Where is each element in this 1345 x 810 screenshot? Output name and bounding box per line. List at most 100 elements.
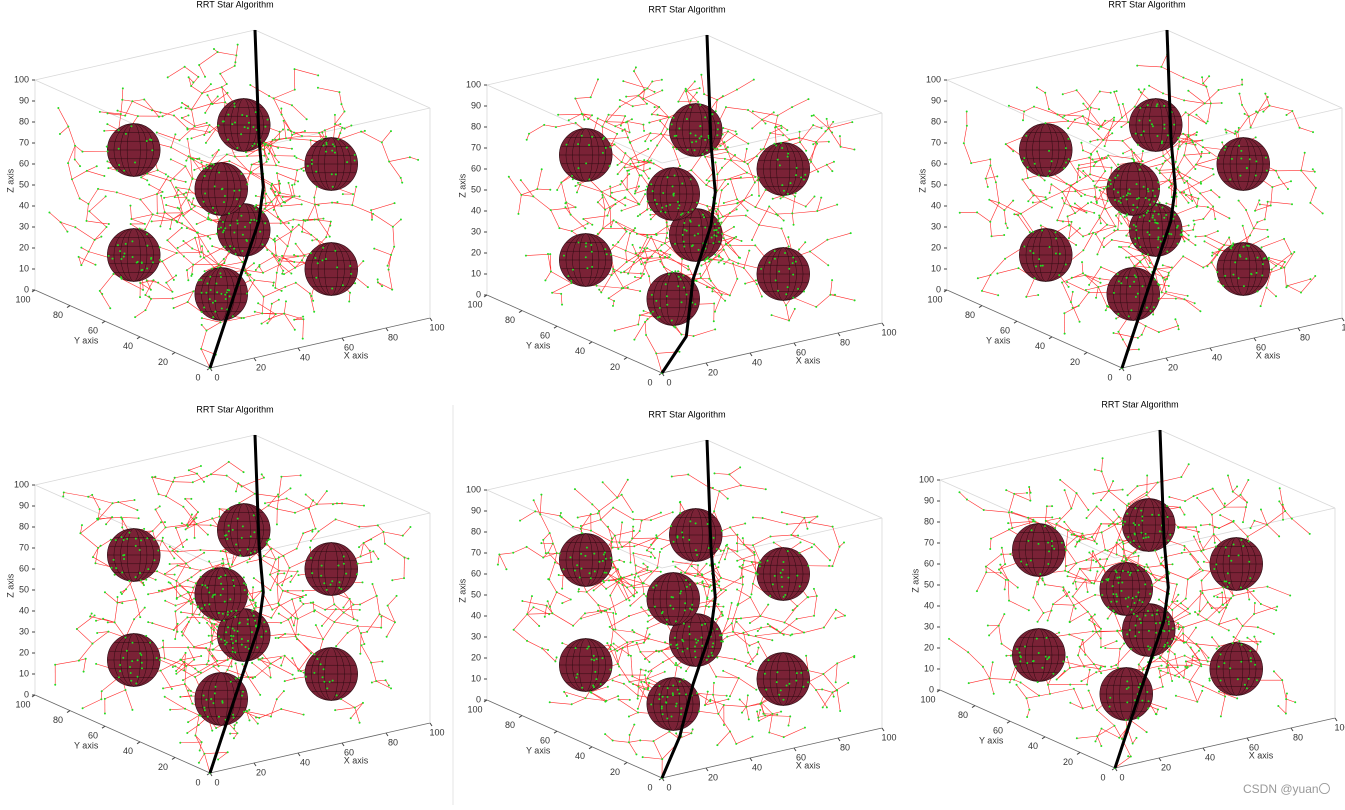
tree-node — [769, 132, 771, 134]
tree-node — [725, 106, 727, 108]
tree-node — [204, 175, 206, 177]
z-tick-label: 30 — [931, 221, 941, 231]
tree-node — [325, 258, 327, 260]
tree-node — [1241, 84, 1243, 86]
tree-node — [1067, 120, 1069, 122]
tree-node — [266, 249, 268, 251]
y-tick-label: 80 — [965, 310, 975, 320]
tree-node — [609, 185, 611, 187]
tree-node — [638, 161, 640, 163]
tree-node — [67, 162, 69, 164]
z-tick-label: 10 — [19, 263, 29, 273]
tree-node — [1293, 251, 1295, 253]
tree-node — [257, 302, 259, 304]
tree-node — [1078, 164, 1080, 166]
y-tick-label: 40 — [123, 341, 133, 351]
tree-node — [696, 202, 698, 204]
tree-node — [208, 124, 210, 126]
tree-node — [1085, 274, 1087, 276]
tree-node — [1200, 156, 1202, 158]
tree-node — [400, 177, 402, 179]
tree-node — [1088, 284, 1090, 286]
tree-node — [290, 130, 292, 132]
tree-node — [544, 279, 546, 281]
tree-node — [241, 317, 243, 319]
tree-node — [1117, 331, 1119, 333]
tree-node — [1120, 282, 1122, 284]
tree-node — [251, 145, 253, 147]
tree-node — [1023, 110, 1025, 112]
tree-node — [48, 211, 50, 213]
tree-node — [240, 215, 242, 217]
tree-node — [1113, 91, 1115, 93]
tree-node — [1300, 170, 1302, 172]
tree-node — [1140, 163, 1142, 165]
tree-node — [736, 278, 738, 280]
tree-node — [721, 189, 723, 191]
tree-node — [300, 168, 302, 170]
tree-node — [1262, 111, 1264, 113]
tree-node — [1084, 194, 1086, 196]
tree-node — [681, 258, 683, 260]
tree-node — [394, 202, 396, 204]
tree-node — [209, 298, 211, 300]
tree-node — [233, 248, 235, 250]
tree-node — [266, 322, 268, 324]
tree-node — [204, 76, 206, 78]
tree-node — [638, 203, 640, 205]
tree-node — [549, 189, 551, 191]
tree-node — [272, 285, 274, 287]
tree-node — [335, 173, 337, 175]
tree-node — [134, 162, 136, 164]
tree-node — [1115, 318, 1117, 320]
tree-node — [242, 234, 244, 236]
z-tick-label: 0 — [24, 689, 29, 699]
tree-node — [1214, 218, 1216, 220]
tree-node — [711, 259, 713, 261]
tree-node — [705, 258, 707, 260]
obstacle — [559, 234, 612, 287]
tree-node — [718, 256, 720, 258]
tree-node — [1111, 167, 1113, 169]
tree-node — [649, 132, 651, 134]
tree-node — [1128, 189, 1130, 191]
tree-node — [1058, 274, 1060, 276]
obstacle — [305, 243, 358, 296]
tree-node — [192, 81, 194, 83]
tree-node — [1262, 263, 1264, 265]
tree-node — [205, 292, 207, 294]
tree-node — [214, 212, 216, 214]
tree-node — [224, 195, 226, 197]
tree-node — [173, 279, 175, 281]
tree-node — [172, 298, 174, 300]
tree-node — [631, 118, 633, 120]
tree-node — [278, 180, 280, 182]
tree-node — [346, 161, 348, 163]
tree-node — [254, 311, 256, 313]
tree-node — [1158, 213, 1160, 215]
tree-node — [677, 201, 679, 203]
tree-node — [1079, 176, 1081, 178]
tree-node — [788, 139, 790, 141]
tree-node — [249, 84, 251, 86]
tree-node — [575, 122, 577, 124]
tree-node — [231, 123, 233, 125]
tree-node — [528, 133, 530, 135]
tree-node — [187, 138, 189, 140]
tree-node — [571, 175, 573, 177]
tree-node — [1196, 206, 1198, 208]
tree-node — [635, 252, 637, 254]
tree-node — [1256, 272, 1258, 274]
tree-node — [736, 89, 738, 91]
tree-node — [1156, 105, 1158, 107]
tree-node — [1218, 196, 1220, 198]
tree-node — [752, 110, 754, 112]
x-tick-label: 80 — [388, 332, 398, 342]
tree-node — [108, 255, 110, 257]
tree-node — [314, 219, 316, 221]
z-tick-label: 90 — [471, 100, 481, 110]
tree-node — [294, 267, 296, 269]
tree-node — [171, 219, 173, 221]
tree-node — [1033, 106, 1035, 108]
tree-node — [666, 295, 668, 297]
